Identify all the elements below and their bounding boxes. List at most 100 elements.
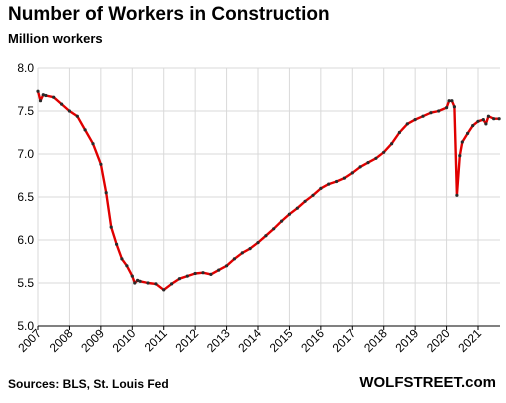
data-point xyxy=(193,271,197,276)
data-point xyxy=(374,156,378,160)
data-point xyxy=(429,111,433,115)
data-point xyxy=(99,162,103,166)
chart-title: Number of Workers in Construction xyxy=(8,4,330,25)
data-point xyxy=(405,122,409,126)
data-point xyxy=(481,118,485,122)
data-point xyxy=(342,176,346,180)
source-note: Sources: BLS, St. Louis Fed xyxy=(8,377,169,391)
x-tick-label: 2014 xyxy=(235,326,264,355)
data-point xyxy=(41,93,45,97)
x-tick-label: 2009 xyxy=(78,326,107,355)
y-tick-label: 8.0 xyxy=(17,61,34,75)
data-point xyxy=(466,131,470,135)
data-point xyxy=(177,277,181,281)
y-tick-label: 7.0 xyxy=(17,147,34,161)
data-point xyxy=(471,124,475,128)
data-point xyxy=(60,102,64,106)
x-tick-label: 2008 xyxy=(47,326,76,355)
x-tick-label: 2013 xyxy=(204,326,233,355)
data-point xyxy=(452,105,456,109)
data-point xyxy=(115,242,119,246)
axes xyxy=(37,325,500,330)
data-point xyxy=(248,247,252,251)
data-point xyxy=(232,257,236,261)
data-point xyxy=(287,212,291,216)
data-point xyxy=(335,179,339,184)
data-point xyxy=(154,282,158,286)
data-point xyxy=(170,282,174,286)
y-tick-labels: 5.0 5.5 6.0 6.5 7.0 7.5 8.0 xyxy=(17,61,34,333)
x-tick-label: 2020 xyxy=(424,326,453,355)
data-point xyxy=(486,114,490,118)
y-tick-label: 7.5 xyxy=(17,104,34,118)
x-tick-label: 2015 xyxy=(267,326,296,355)
data-point xyxy=(225,264,229,268)
data-point xyxy=(256,241,260,245)
x-tick-label: 2012 xyxy=(172,326,201,355)
data-point xyxy=(447,99,451,103)
data-point xyxy=(201,271,205,275)
data-point xyxy=(52,95,56,99)
data-point xyxy=(75,114,79,118)
data-point xyxy=(295,206,299,210)
data-point xyxy=(146,281,150,285)
y-tick-label: 6.5 xyxy=(17,190,34,204)
brand-logo-text: WOLFSTREET.com xyxy=(359,374,496,391)
data-point xyxy=(264,234,268,238)
y-tick-label: 5.0 xyxy=(17,319,34,333)
data-point xyxy=(67,109,71,113)
data-point xyxy=(109,225,113,229)
x-tick-label: 2011 xyxy=(142,326,170,354)
data-point xyxy=(437,109,441,113)
data-point xyxy=(209,272,213,276)
data-point xyxy=(382,150,386,154)
data-point xyxy=(125,264,129,268)
data-point xyxy=(303,199,307,203)
y-tick-label: 6.0 xyxy=(17,233,34,247)
data-point xyxy=(38,99,43,103)
data-point xyxy=(311,193,315,197)
data-point xyxy=(272,227,276,231)
data-point xyxy=(240,251,244,255)
data-point xyxy=(350,171,354,175)
data-point xyxy=(91,142,95,146)
data-point xyxy=(133,281,137,285)
data-point xyxy=(138,279,142,283)
x-tick-label: 2019 xyxy=(392,326,421,355)
x-tick-label: 2016 xyxy=(298,326,327,355)
data-point xyxy=(497,117,501,121)
x-tick-labels: 2007 2008 2009 2010 2011 2012 2013 2014 2015 2016… xyxy=(15,326,484,355)
data-point xyxy=(358,165,362,169)
data-point xyxy=(484,122,488,126)
data-point xyxy=(445,106,449,110)
data-point xyxy=(185,274,189,278)
data-point xyxy=(455,193,459,197)
data-point xyxy=(217,268,221,272)
data-point xyxy=(120,257,124,261)
data-point xyxy=(36,89,40,93)
data-point xyxy=(476,119,480,123)
x-tick-label: 2017 xyxy=(330,326,359,355)
data-point xyxy=(162,288,166,292)
x-tick-label: 2010 xyxy=(110,326,139,355)
data-point xyxy=(390,142,394,146)
data-point xyxy=(413,118,417,122)
data-point xyxy=(136,278,140,282)
x-tick-label: 2018 xyxy=(361,326,390,355)
series-markers xyxy=(36,89,501,292)
grid-lines xyxy=(37,67,500,326)
data-point xyxy=(44,93,48,98)
data-point xyxy=(83,128,87,132)
data-point xyxy=(130,274,134,278)
data-point xyxy=(450,99,454,103)
data-point xyxy=(280,219,284,223)
data-point xyxy=(366,161,370,165)
data-point xyxy=(492,117,496,121)
data-point xyxy=(460,140,464,144)
y-tick-label: 5.5 xyxy=(17,276,34,290)
data-point xyxy=(397,130,401,135)
data-point xyxy=(319,186,323,190)
data-point xyxy=(458,154,462,158)
